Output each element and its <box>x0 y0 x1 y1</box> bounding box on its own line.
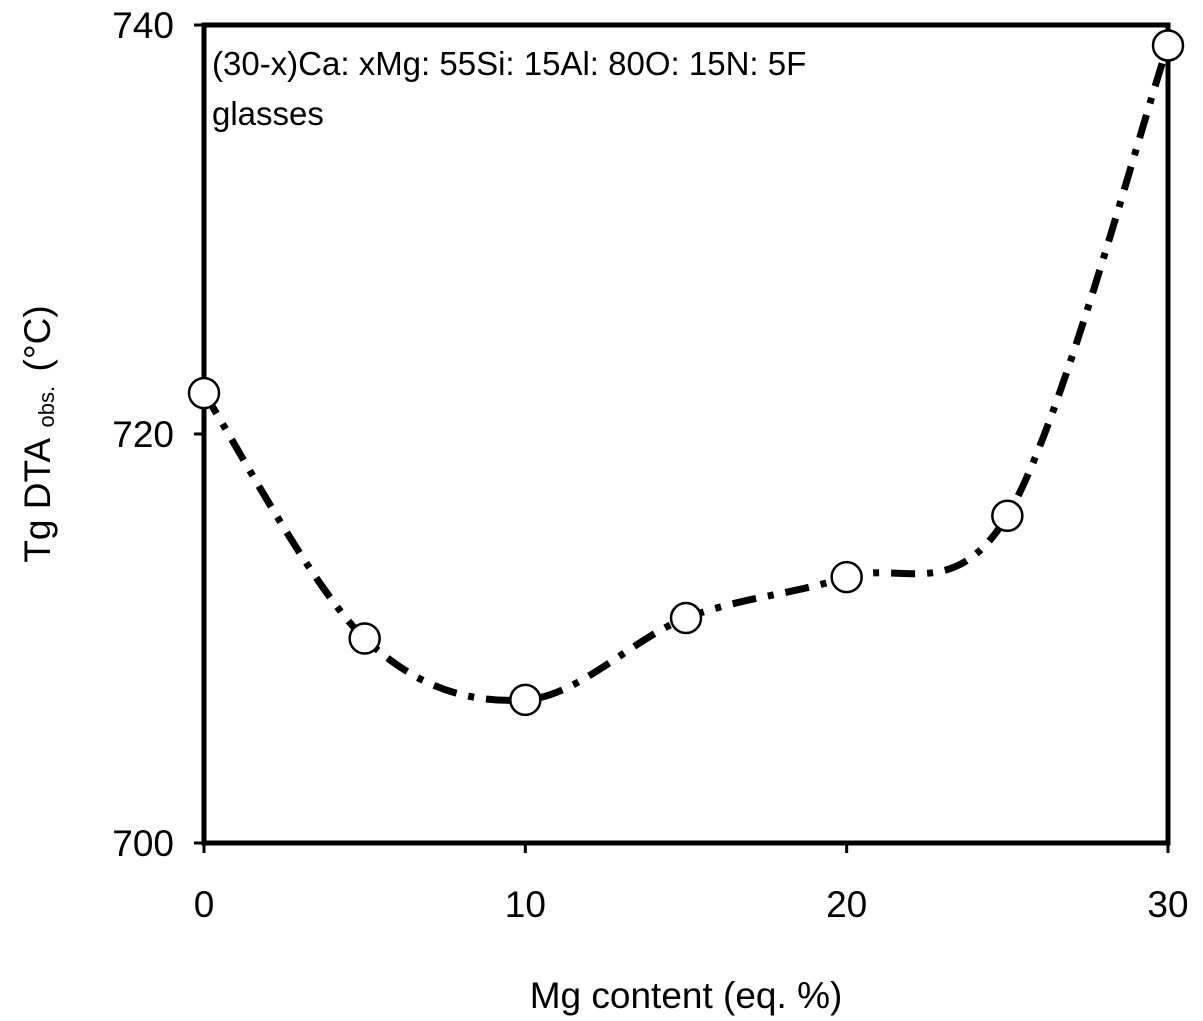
data-point <box>1151 29 1185 62</box>
axis-ticks: 0 10 20 30 700 720 740 <box>112 5 1188 925</box>
annotation-line-1: (30-x)Ca: xMg: 55Si: 15Al: 80O: 15N: 5F <box>212 45 806 82</box>
x-axis-label: Mg content (eq. %) <box>530 975 843 1016</box>
data-point <box>187 376 221 410</box>
annotation-line-2: glasses <box>212 95 324 132</box>
y-tick-label: 720 <box>112 414 174 455</box>
y-tick-label: 700 <box>112 823 174 864</box>
x-tick-label: 0 <box>194 884 215 925</box>
plot-frame <box>201 22 1171 846</box>
y-axis-label-main: Tg DTA <box>17 438 58 563</box>
y-axis-label: Tg DTA obs. (°C) <box>17 305 59 562</box>
y-axis-label-sub: obs. <box>34 386 59 428</box>
plot-area <box>201 22 1171 846</box>
y-tick-label: 740 <box>112 5 174 46</box>
data-point <box>509 683 542 717</box>
x-tick-label: 20 <box>826 884 867 925</box>
data-point <box>669 601 703 635</box>
y-axis-label-group: Tg DTA obs. (°C) <box>17 305 59 562</box>
x-tick-label: 10 <box>505 884 546 925</box>
data-point <box>830 560 863 594</box>
data-point <box>991 499 1024 533</box>
data-point <box>348 622 381 655</box>
y-axis-label-unit: (°C) <box>17 305 58 371</box>
x-tick-label: 30 <box>1147 884 1188 925</box>
series-points-layer <box>187 29 1185 717</box>
